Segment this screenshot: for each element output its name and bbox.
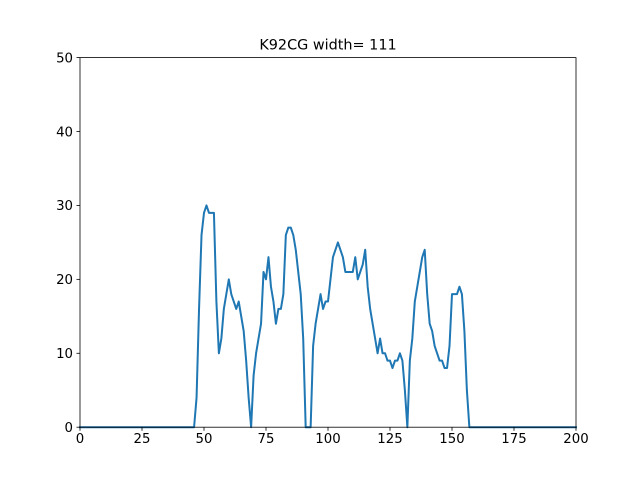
x-tick-label: 200 — [563, 432, 588, 447]
x-tick-label: 175 — [501, 432, 526, 447]
axes-frame — [79, 57, 577, 428]
y-axis: 0 10 20 30 40 50 — [56, 51, 80, 436]
x-tick-label: 125 — [377, 432, 402, 447]
x-tick-label: 50 — [196, 432, 213, 447]
y-tick-label: 40 — [56, 125, 73, 140]
x-axis: 0 25 50 75 100 125 150 175 200 — [76, 427, 589, 447]
x-tick-label: 75 — [258, 432, 275, 447]
x-tick-label: 100 — [315, 432, 340, 447]
y-tick-label: 30 — [56, 199, 73, 214]
x-tick-label: 25 — [134, 432, 151, 447]
x-tick-label: 0 — [76, 432, 84, 447]
y-tick-label: 20 — [56, 273, 73, 288]
chart-title: K92CG width= 111 — [259, 38, 396, 54]
y-tick-label: 0 — [65, 421, 73, 436]
y-tick-label: 50 — [56, 51, 73, 66]
y-tick-label: 10 — [56, 347, 73, 362]
x-tick-label: 150 — [439, 432, 464, 447]
